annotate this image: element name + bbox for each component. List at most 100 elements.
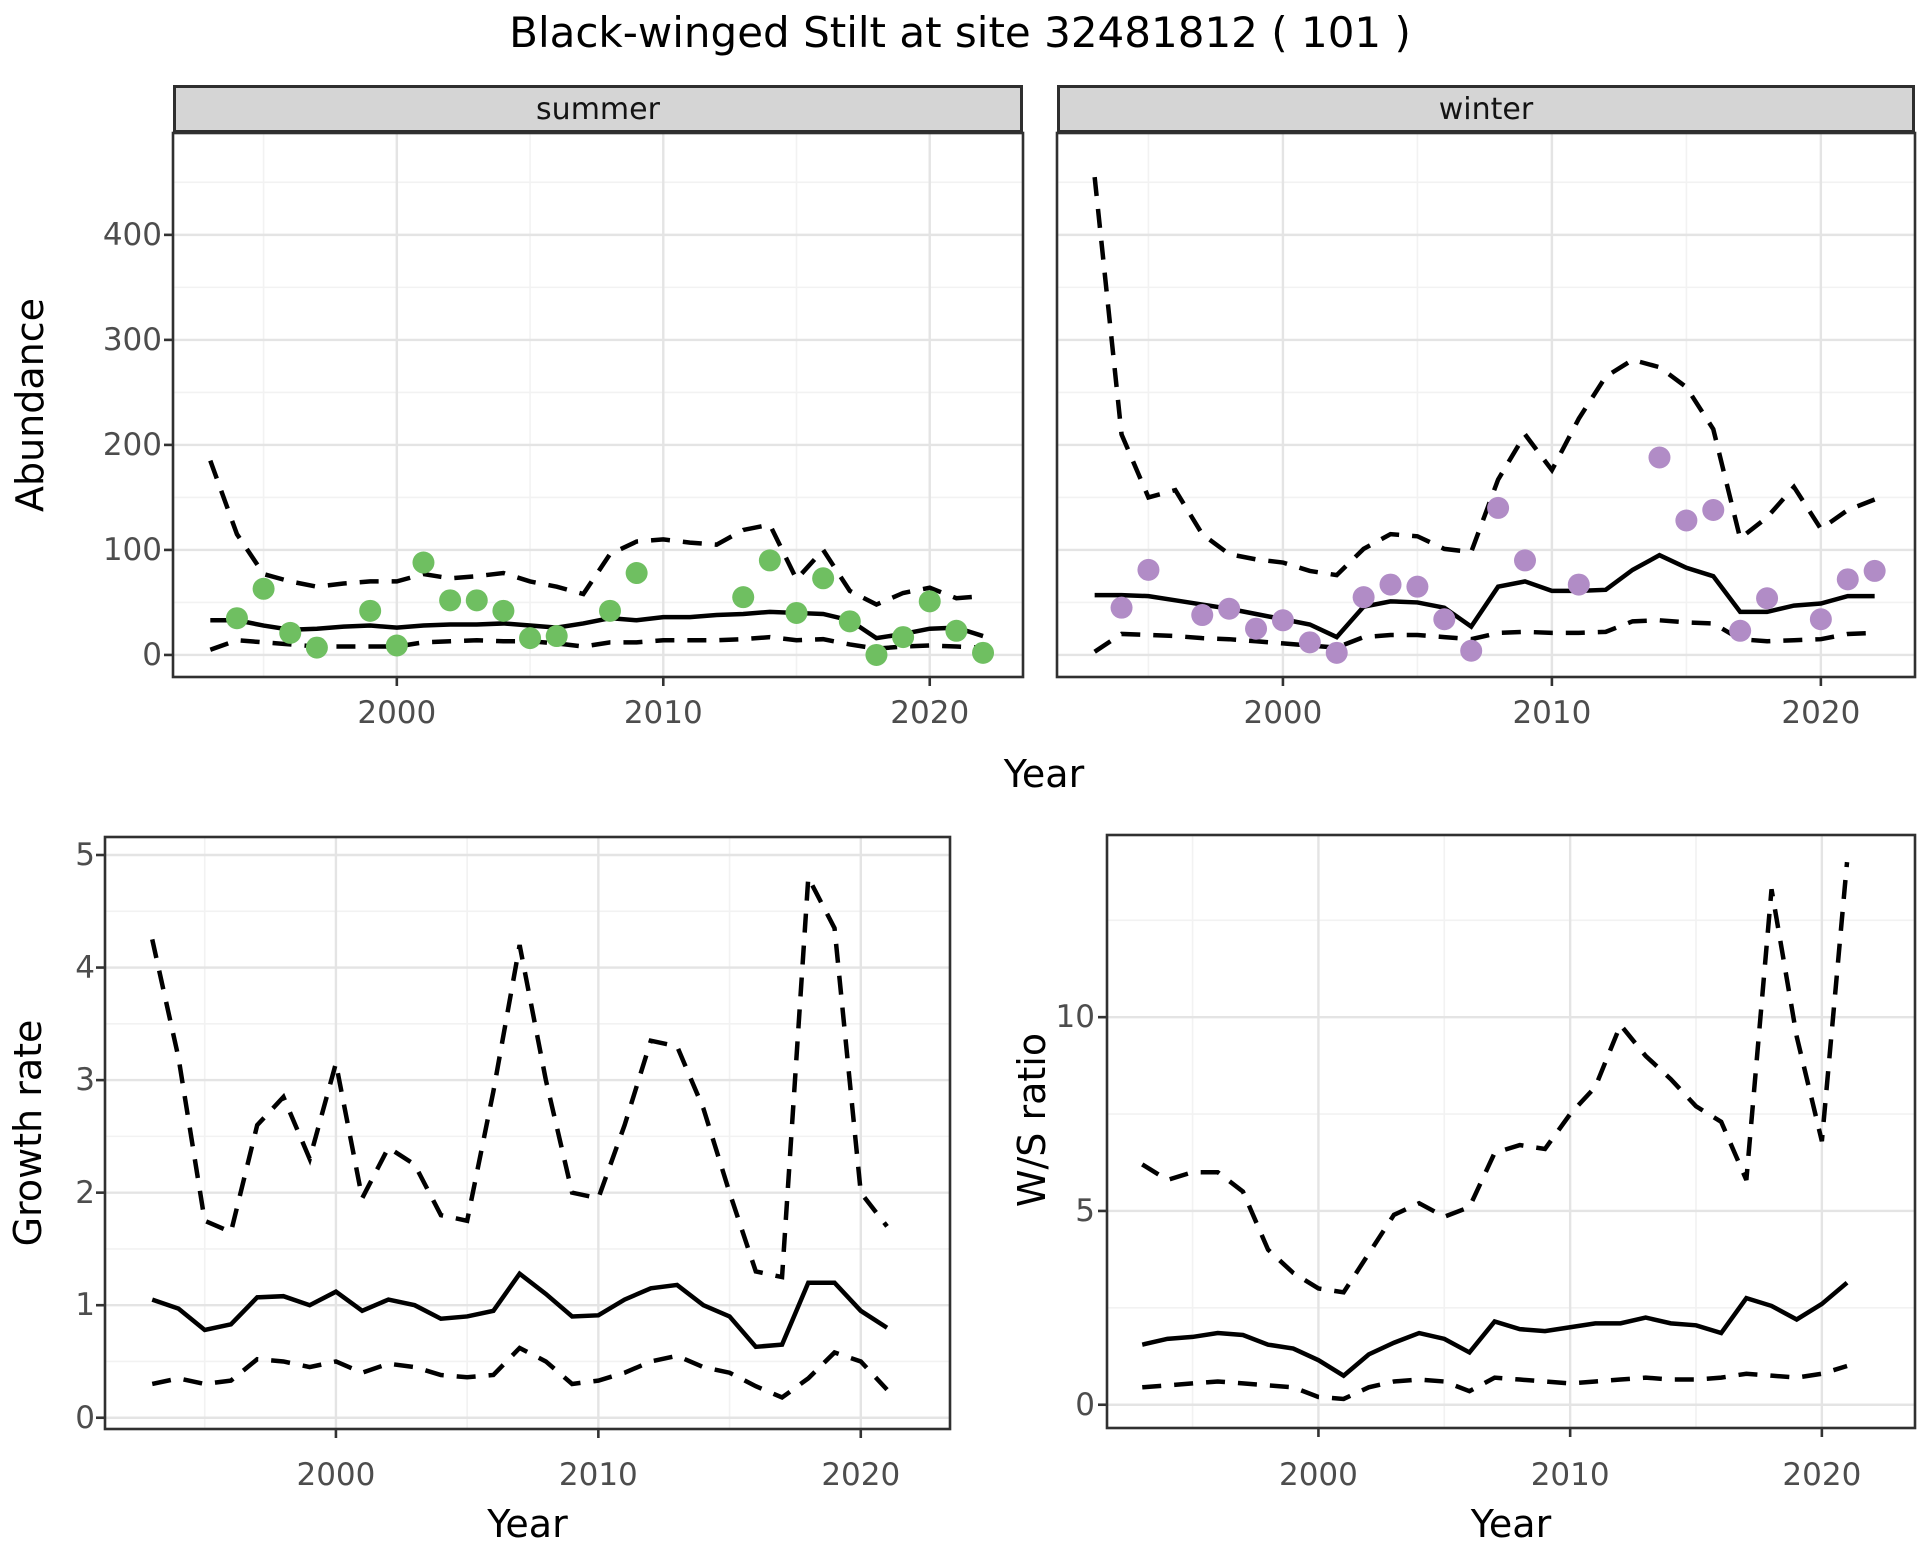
lower-ci-line <box>1142 1363 1848 1402</box>
y-tick-label: 400 <box>102 216 162 253</box>
panel-border <box>1055 131 1917 679</box>
data-point <box>305 636 328 659</box>
data-point <box>1433 608 1456 631</box>
data-point <box>625 562 648 585</box>
chart-title: Black-winged Stilt at site 32481812 ( 10… <box>509 8 1411 57</box>
growth-rate-axis-title: Growth rate <box>6 1019 50 1247</box>
data-point <box>945 619 968 642</box>
lower-ci-line <box>1093 618 1875 654</box>
data-point <box>918 590 941 613</box>
panel-border <box>103 835 952 1431</box>
data-point <box>252 577 275 600</box>
x-tick-label: 2020 <box>1782 1457 1862 1493</box>
panel-border <box>1105 833 1917 1430</box>
summer-abundance-plot <box>164 131 1025 686</box>
y-tick-label: 0 <box>1075 1386 1095 1423</box>
x-tick-label: 2010 <box>558 1457 638 1493</box>
plot-area <box>1055 131 1917 686</box>
data-point <box>1191 604 1214 627</box>
data-point <box>785 601 808 624</box>
data-point <box>279 621 302 644</box>
data-point <box>1567 573 1590 596</box>
data-point <box>972 641 995 664</box>
data-point <box>1836 568 1859 591</box>
upper-ci-line <box>1141 861 1850 1295</box>
y-tick-label: 1 <box>75 1287 95 1324</box>
median-line <box>151 1270 889 1350</box>
x-tick-label: 2020 <box>821 1457 901 1493</box>
x-tick-label: 2010 <box>1512 695 1592 731</box>
data-point <box>465 589 488 612</box>
data-point <box>1729 619 1752 642</box>
y-tick-label: 10 <box>1055 999 1095 1036</box>
y-tick-label: 300 <box>102 321 162 358</box>
data-point <box>1271 609 1294 632</box>
x-tick-label: 2010 <box>1530 1457 1610 1493</box>
abundance-axis-title: Abundance <box>8 297 52 513</box>
lower-ci-line <box>209 634 984 652</box>
facet-strip-summer-label: summer <box>536 91 660 127</box>
data-point <box>758 549 781 572</box>
x-tick-label: 2000 <box>357 695 437 731</box>
facet-strip-winter: winter <box>1057 85 1915 133</box>
panel-border <box>171 131 1025 679</box>
data-point <box>1487 496 1510 519</box>
y-tick-label: 5 <box>75 837 95 873</box>
data-point <box>1379 573 1402 596</box>
plot-area <box>164 131 1025 686</box>
upper-ci-line <box>1092 176 1876 578</box>
data-point <box>225 607 248 630</box>
data-point <box>838 610 861 633</box>
data-point <box>1325 641 1348 664</box>
data-point <box>1702 499 1725 522</box>
data-point <box>492 599 515 622</box>
data-point <box>1352 586 1375 609</box>
x-tick-label: 2020 <box>1781 695 1861 731</box>
data-point <box>1863 559 1886 582</box>
data-point <box>1675 509 1698 532</box>
median-line <box>1141 1280 1849 1379</box>
data-point <box>385 634 408 657</box>
y-tick-label: 0 <box>142 636 162 673</box>
ws-ratio-plot <box>1098 833 1917 1437</box>
facet-strip-summer: summer <box>173 85 1023 133</box>
x-tick-label: 2010 <box>623 695 703 731</box>
data-point <box>519 627 542 650</box>
upper-ci-line <box>150 869 889 1280</box>
data-point <box>732 586 755 609</box>
data-point <box>439 589 462 612</box>
upper-ci-line <box>208 459 984 608</box>
data-point <box>865 643 888 666</box>
plot-area <box>1098 833 1917 1437</box>
y-tick-label: 3 <box>75 1062 95 1099</box>
data-point <box>1110 596 1133 619</box>
bottom-right-year-axis-title: Year <box>1470 1502 1552 1546</box>
x-tick-label: 2020 <box>890 695 970 731</box>
top-year-axis-title: Year <box>1003 752 1085 796</box>
data-point <box>1460 639 1483 662</box>
lower-ci-line <box>151 1345 889 1401</box>
data-point <box>1406 575 1429 598</box>
y-tick-label: 0 <box>75 1399 95 1436</box>
data-point <box>359 599 382 622</box>
facet-strip-winter-label: winter <box>1438 91 1534 127</box>
ws-ratio-axis-title: W/S ratio <box>1010 1032 1054 1208</box>
x-tick-label: 2000 <box>296 1457 376 1493</box>
data-point <box>1514 549 1536 572</box>
x-tick-label: 2000 <box>1243 695 1323 731</box>
data-point <box>545 625 568 648</box>
y-tick-label: 4 <box>75 949 95 986</box>
data-point <box>1756 587 1779 610</box>
y-tick-label: 100 <box>102 531 162 568</box>
median-line <box>210 609 984 641</box>
x-tick-label: 2000 <box>1278 1457 1358 1493</box>
data-point <box>412 551 435 574</box>
y-tick-label: 2 <box>75 1174 95 1211</box>
data-point <box>892 626 915 649</box>
bottom-left-year-axis-title: Year <box>487 1502 568 1546</box>
y-tick-label: 200 <box>102 426 162 463</box>
data-point <box>1218 597 1241 620</box>
data-point <box>1245 617 1268 640</box>
data-point <box>1298 631 1321 654</box>
